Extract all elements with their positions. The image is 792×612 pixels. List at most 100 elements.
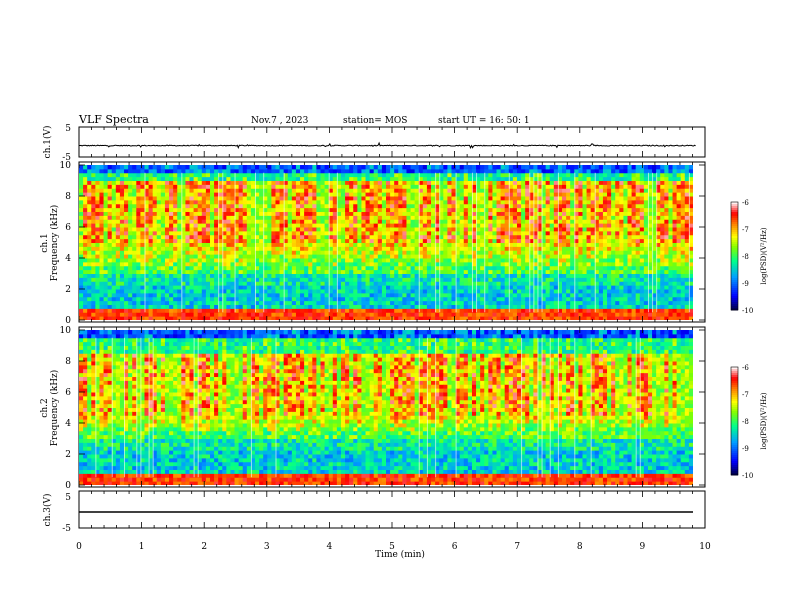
spectrogram-cell xyxy=(275,273,281,278)
spectrogram-cell xyxy=(181,269,186,275)
spectrogram-cell xyxy=(87,258,92,263)
spectrogram-cell xyxy=(504,281,510,286)
spectrogram-cell xyxy=(99,180,105,185)
spectrogram-cell xyxy=(132,273,137,278)
spectrogram-cell xyxy=(308,203,313,209)
spectrogram-cell xyxy=(267,196,272,201)
spectrogram-cell xyxy=(189,254,195,259)
spectrogram-cell xyxy=(91,196,96,201)
spectrogram-cell xyxy=(144,285,150,290)
spectrogram-cell xyxy=(267,273,272,278)
spectrogram-cell xyxy=(516,211,522,216)
spectrogram-cell xyxy=(197,192,203,197)
spectrogram-cell xyxy=(103,246,109,251)
spectrogram-cell xyxy=(553,199,559,205)
spectrogram-cell xyxy=(132,246,137,251)
spectrogram-cell xyxy=(115,265,121,271)
spectrogram-cell xyxy=(79,265,84,271)
spectrogram-cell xyxy=(132,277,137,282)
spectrogram-cell xyxy=(87,184,92,189)
spectrogram-cell xyxy=(345,238,350,244)
spectrogram-cell xyxy=(451,199,457,205)
spectrogram-cell xyxy=(394,165,399,170)
spectrogram-cell xyxy=(578,289,583,294)
spectrogram-cell xyxy=(361,269,367,275)
spectrogram-cell xyxy=(283,312,289,317)
spectrogram-cell xyxy=(349,211,354,216)
spectrogram-cell xyxy=(156,238,162,244)
spectrogram-cell xyxy=(398,300,403,306)
spectrogram-cell xyxy=(226,273,231,278)
spectrogram-cell xyxy=(377,277,383,282)
spectrogram-cell xyxy=(394,296,399,302)
spectrogram-cell xyxy=(451,285,457,290)
spectrogram-cell xyxy=(304,192,309,197)
spectrogram-cell xyxy=(238,180,244,185)
spectrogram-cell xyxy=(410,254,416,259)
spectrogram-cell xyxy=(386,316,391,320)
spectrogram-cell xyxy=(422,308,428,313)
spectrogram-cell xyxy=(541,223,547,228)
spectrogram-cell xyxy=(361,296,367,302)
spectrogram-cell xyxy=(304,211,309,216)
spectrogram-cell xyxy=(349,203,354,209)
spectrogram-cell xyxy=(533,285,538,290)
spectrogram-cell xyxy=(140,246,145,251)
spectrogram-cell xyxy=(115,223,121,228)
spectrogram-cell xyxy=(480,265,485,271)
spectrogram-cell xyxy=(263,207,268,213)
spectrogram-cell xyxy=(529,199,534,205)
spectrogram-cell xyxy=(578,246,583,251)
spectrogram-cell xyxy=(173,203,178,209)
spectrogram-cell xyxy=(124,196,129,201)
spectrogram-cell xyxy=(189,281,195,286)
spectrogram-cell xyxy=(451,246,457,251)
spectrogram-cell xyxy=(316,292,321,298)
spectrogram-cell xyxy=(369,269,375,275)
spectrogram-cell xyxy=(140,172,145,178)
spectrogram-cell xyxy=(230,261,236,267)
spectrogram-cell xyxy=(340,238,346,244)
spectrogram-cell xyxy=(209,238,215,244)
spectrogram-cell xyxy=(578,281,583,286)
spectrogram-cell xyxy=(275,172,281,178)
spectrogram-cell xyxy=(525,172,530,178)
spectrogram-cell xyxy=(300,238,305,244)
spectrogram-cell xyxy=(255,238,260,244)
spectrogram-cell xyxy=(529,176,534,182)
spectrogram-cell xyxy=(361,238,367,244)
spectrogram-cell xyxy=(398,211,403,216)
spectrogram-cell xyxy=(435,172,440,178)
spectrogram-cell xyxy=(570,265,575,271)
spectrogram-cell xyxy=(230,176,236,182)
spectrogram-cell xyxy=(373,227,379,232)
spectrogram-cell xyxy=(124,242,129,247)
spectrogram-cell xyxy=(160,184,166,189)
spectrogram-cell xyxy=(250,265,256,271)
spectrogram-cell xyxy=(222,258,227,263)
spectrogram-cell xyxy=(156,196,162,201)
spectrogram-cell xyxy=(193,316,199,320)
spectrogram-cell xyxy=(308,242,313,247)
spectrogram-cell xyxy=(570,292,575,298)
spectrogram-cell xyxy=(83,281,88,286)
spectrogram-cell xyxy=(218,281,223,286)
spectrogram-cell xyxy=(349,250,354,255)
spectrogram-cell xyxy=(255,258,260,263)
spectrogram-cell xyxy=(169,316,174,320)
spectrogram-cell xyxy=(148,168,154,174)
spectrogram-cell xyxy=(124,296,129,302)
spectrogram-cell xyxy=(340,316,346,320)
spectrogram-cell xyxy=(128,192,133,197)
spectrogram-spike xyxy=(222,172,224,313)
spectrogram-cell xyxy=(263,215,268,220)
spectrogram-cell xyxy=(177,203,182,209)
spectrogram-cell xyxy=(504,292,510,298)
spectrogram-cell xyxy=(570,277,575,282)
spectrogram-cell xyxy=(381,172,387,178)
spectrogram-cell xyxy=(496,261,502,267)
spectrogram-cell xyxy=(107,211,113,216)
spectrogram-cell xyxy=(516,176,522,182)
spectrogram-cell xyxy=(578,242,583,247)
spectrogram-cell xyxy=(365,234,371,240)
